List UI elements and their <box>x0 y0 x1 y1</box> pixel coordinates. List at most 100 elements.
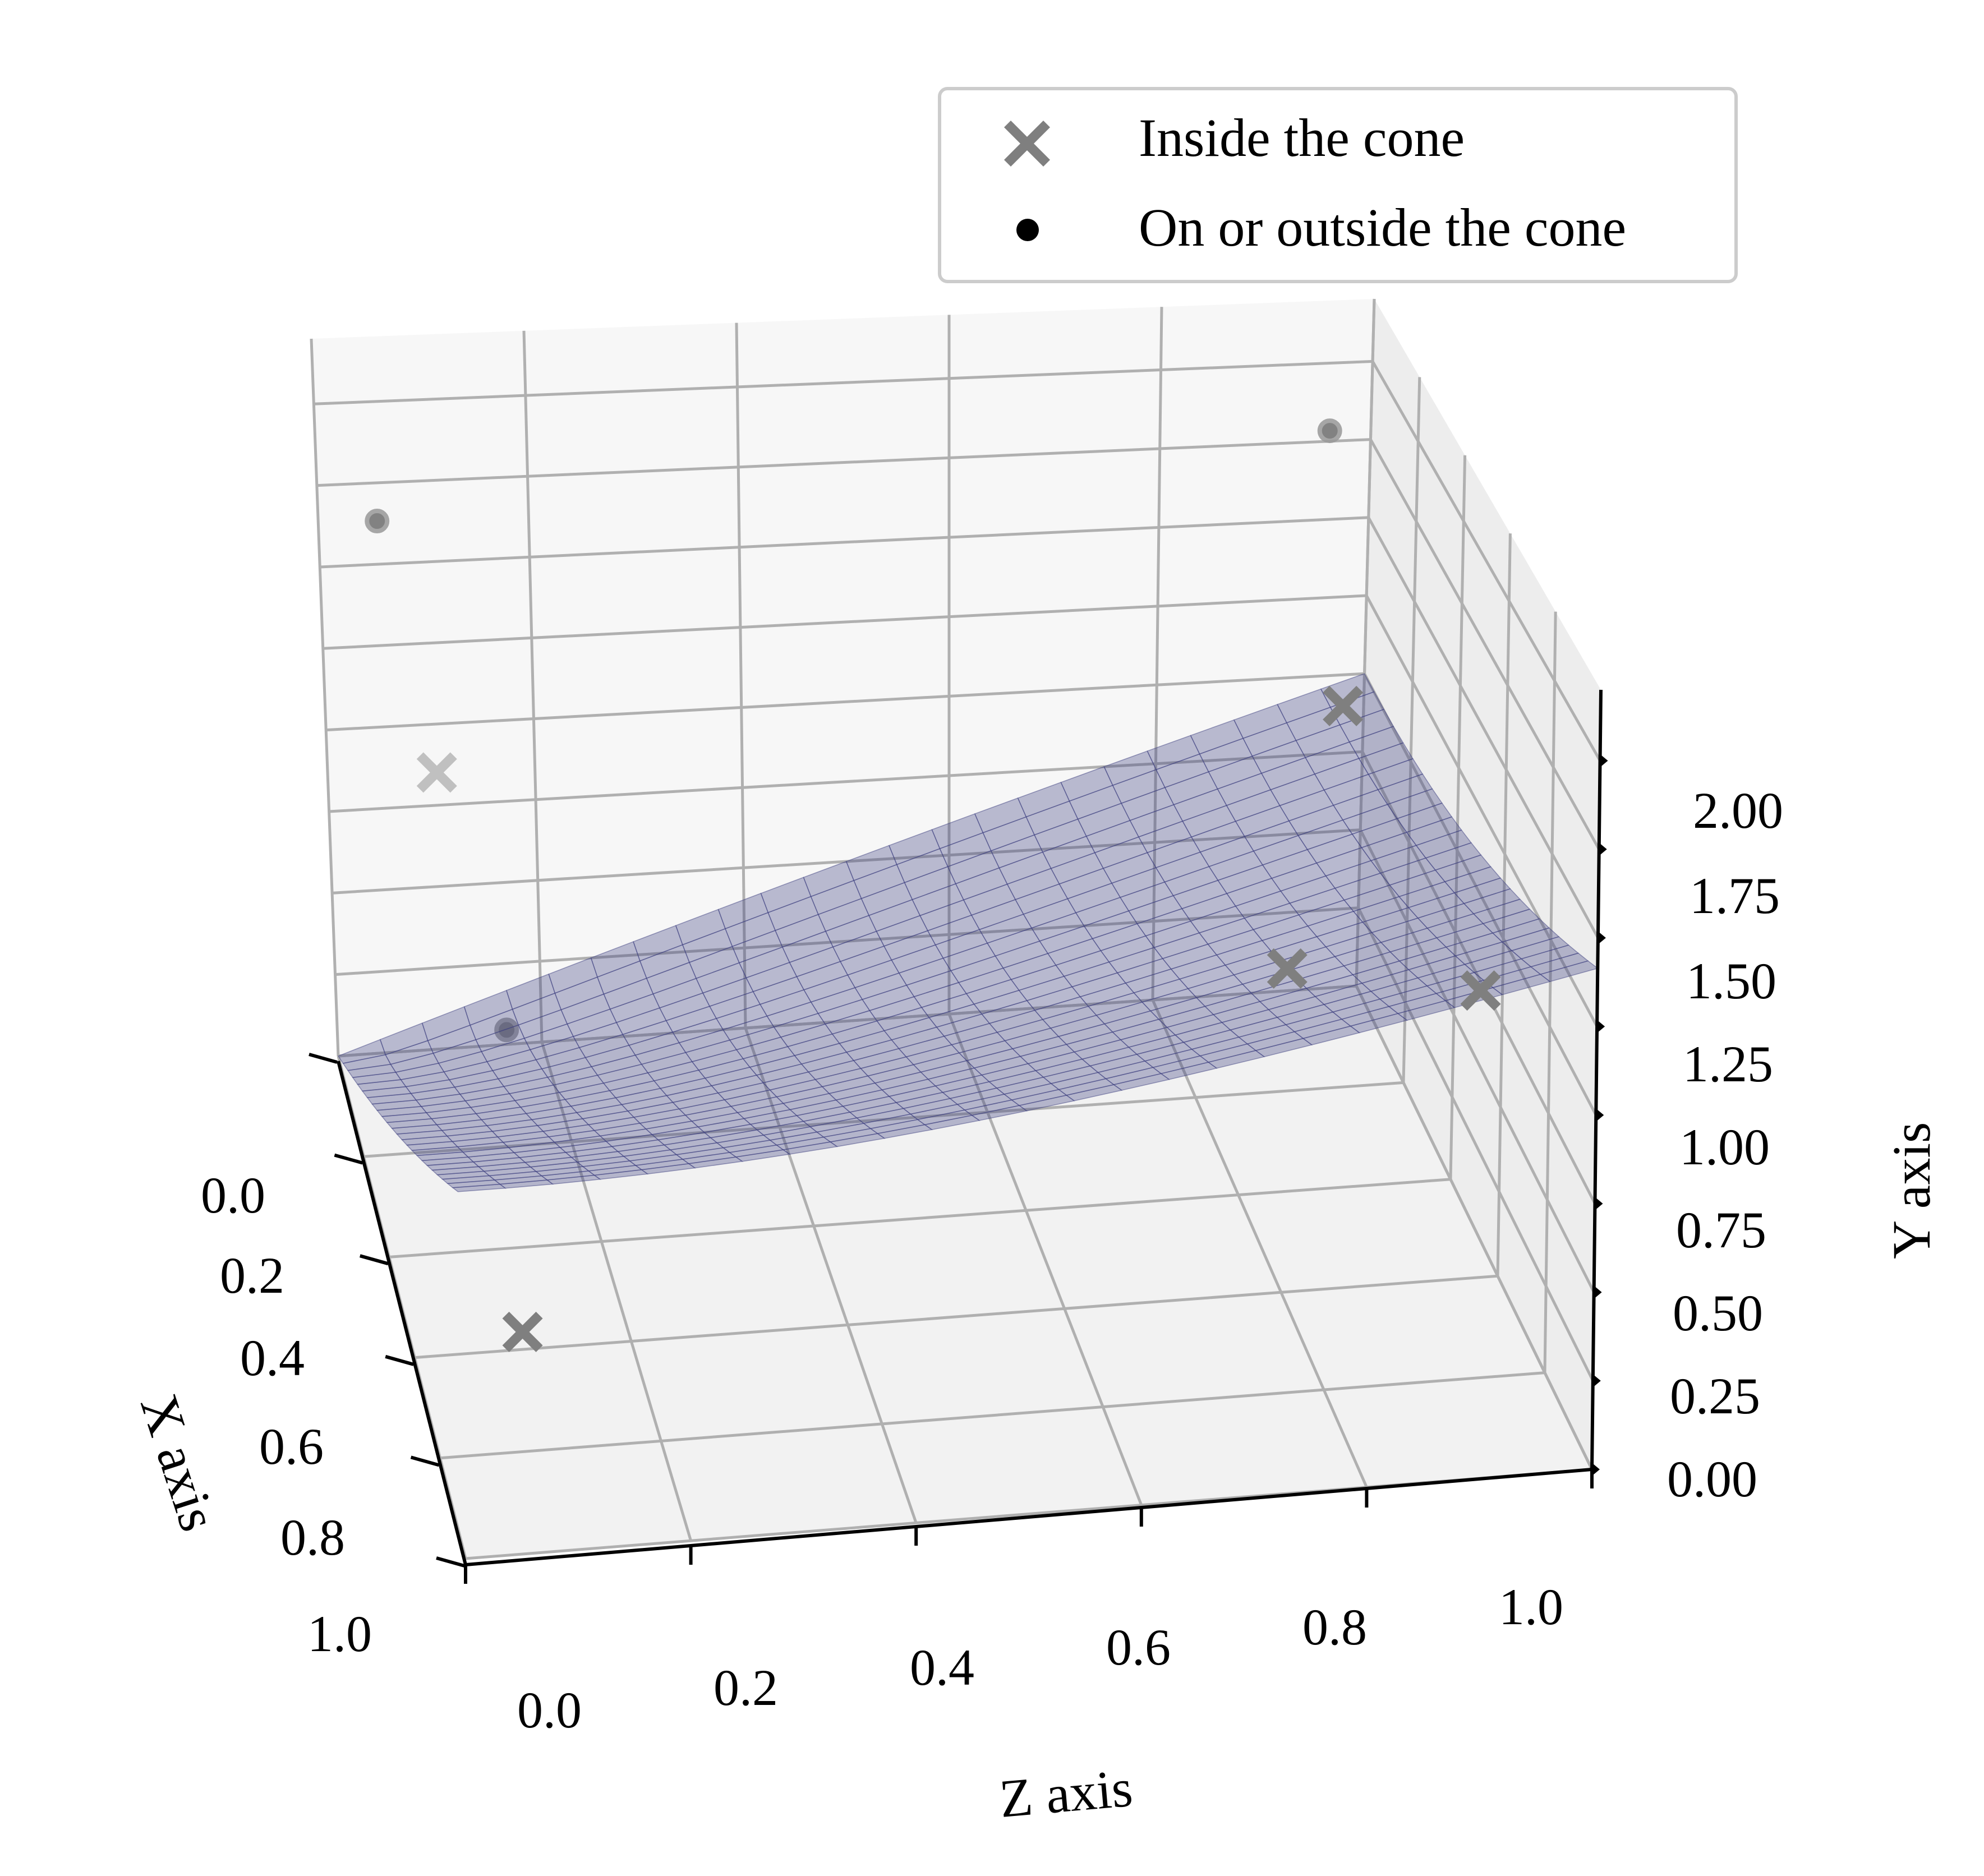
z-axis-line <box>465 1468 1592 1566</box>
right-wall-gridline <box>1359 829 1595 1293</box>
x-axis-tick <box>436 1556 465 1568</box>
y-axis-tick <box>1596 1198 1603 1210</box>
scatter-point-inside <box>1323 685 1364 726</box>
back-wall-gridline <box>335 906 1359 976</box>
floor-pane <box>338 986 1592 1559</box>
back-wall-gridline <box>326 672 1365 732</box>
z-tick-labels: 0.0 0.2 0.4 0.6 0.8 1.0 <box>517 1578 1563 1739</box>
y-tick-label: 0.00 <box>1667 1450 1757 1508</box>
y-axis-label: Y axis <box>1881 1122 1941 1259</box>
x-axis-line <box>337 1061 467 1565</box>
back-wall-gridline <box>323 594 1367 650</box>
floor-gridline <box>415 1274 1498 1359</box>
right-wall-gridline <box>1363 673 1598 1116</box>
back-wall-gridline <box>522 330 544 1043</box>
legend-marker-outside <box>1016 219 1039 241</box>
x-marker-stroke <box>416 752 457 793</box>
y-tick-label: 0.50 <box>1673 1284 1763 1342</box>
scatter-point-outside <box>365 509 390 534</box>
x-marker-stroke <box>502 1311 543 1352</box>
right-wall-gridline <box>1543 611 1557 1373</box>
back-wall-gridline <box>329 750 1363 813</box>
right-wall-gridline <box>1367 517 1600 939</box>
legend-label-inside: Inside the cone <box>1139 108 1465 168</box>
z-tick-label: 0.6 <box>1106 1619 1171 1676</box>
y-axis-tick <box>1595 1287 1602 1298</box>
z-tick-label: 0.4 <box>910 1639 974 1696</box>
z-axis-label: Z axis <box>997 1758 1135 1829</box>
floor-gridline <box>1151 999 1368 1488</box>
y-tick-label: 2.00 <box>1693 782 1783 839</box>
y-tick-label: 1.75 <box>1690 867 1780 924</box>
back-wall-gridline <box>735 322 747 1029</box>
floor-gridline <box>540 1041 692 1541</box>
legend: Inside the cone On or outside the cone <box>938 87 1738 283</box>
y-tick-label: 0.25 <box>1670 1367 1760 1425</box>
scatter-point-inside <box>416 752 457 793</box>
points-back <box>365 418 1342 1043</box>
right-wall-gridline <box>1365 594 1599 1027</box>
y-tick-labels: 0.00 0.25 0.50 0.75 1.00 1.25 1.50 1.75 … <box>1667 782 1783 1508</box>
legend-label-outside: On or outside the cone <box>1139 197 1626 257</box>
x-tick-label: 0.2 <box>220 1247 284 1304</box>
right-wall-gridline <box>1361 751 1596 1205</box>
x-axis-tick <box>359 1254 389 1266</box>
floor-gridline <box>744 1027 918 1524</box>
right-wall-gridline <box>1355 298 1376 987</box>
x-marker-stroke <box>1323 685 1364 726</box>
right-wall-gridline <box>1371 361 1601 762</box>
y-axis-line <box>1590 689 1603 1470</box>
right-wall-gridline <box>1355 985 1594 1471</box>
points-front <box>502 685 1501 1352</box>
y-axis-tick <box>1599 932 1606 944</box>
right-wall-gridline <box>1449 455 1467 1179</box>
z-tick-label: 0.2 <box>713 1659 778 1716</box>
y-axis-tick <box>1597 1109 1604 1121</box>
scatter-point-outside <box>494 1017 519 1043</box>
scatter-point-outside <box>1317 418 1342 444</box>
scatter-point-inside <box>502 1311 543 1352</box>
scatter-point-inside <box>1460 970 1501 1011</box>
right-wall-gridline <box>1496 533 1512 1276</box>
back-wall-gridline <box>1151 307 1163 1001</box>
x-tick-label: 0.6 <box>259 1418 324 1475</box>
x-tick-label: 0.8 <box>280 1509 345 1566</box>
legend-frame <box>938 87 1738 283</box>
right-wall-pane <box>1356 299 1601 1469</box>
y-tick-label: 0.75 <box>1676 1201 1766 1259</box>
z-tick-label: 0.0 <box>517 1681 582 1739</box>
x-axis-tick <box>309 1053 338 1064</box>
y-axis-tick <box>1601 755 1608 767</box>
y-axis-tick <box>1598 1021 1605 1033</box>
back-wall-gridline <box>338 984 1357 1058</box>
x-marker-stroke <box>1460 970 1501 1011</box>
x-axis-tick <box>385 1354 415 1366</box>
x-tick-label: 0.0 <box>201 1167 265 1224</box>
x-tick-labels: 0.0 0.2 0.4 0.6 0.8 1.0 <box>201 1167 372 1662</box>
x-axis-tick <box>334 1153 363 1165</box>
x-marker-stroke <box>1267 948 1308 989</box>
y-axis-tick <box>1600 843 1607 855</box>
z-tick-label: 0.8 <box>1302 1598 1367 1656</box>
back-wall-gridline <box>314 359 1373 405</box>
z-tick-label: 1.0 <box>1499 1578 1563 1635</box>
x-tick-label: 0.4 <box>240 1329 305 1386</box>
y-tick-label: 1.50 <box>1686 952 1776 1010</box>
cone-surface <box>337 673 1599 1192</box>
floor-gridline <box>389 1178 1451 1259</box>
right-wall-gridline <box>1402 377 1421 1083</box>
y-tick-label: 1.00 <box>1679 1118 1770 1176</box>
right-wall-gridline <box>1357 907 1595 1382</box>
legend-marker-inside <box>1003 120 1051 167</box>
back-wall-gridline <box>316 438 1371 487</box>
x-tick-label: 1.0 <box>307 1605 372 1662</box>
y-axis-tick <box>1594 1375 1601 1386</box>
right-wall-gridline <box>1369 439 1600 850</box>
x-marker-stroke <box>416 752 457 793</box>
floor-gridline <box>440 1371 1545 1460</box>
y-tick-label: 1.25 <box>1683 1035 1773 1093</box>
back-wall-gridline <box>310 338 340 1057</box>
scatter-point-inside <box>1267 948 1308 989</box>
